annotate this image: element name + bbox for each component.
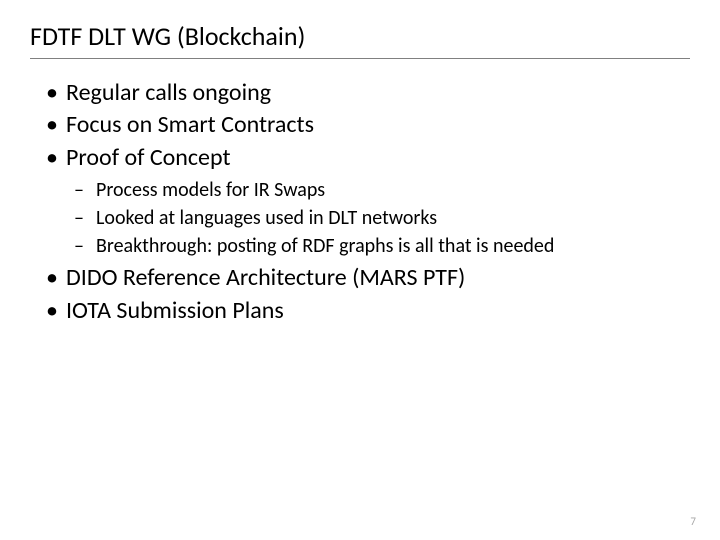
bullet-item: DIDO Reference Architecture (MARS PTF) — [38, 262, 690, 294]
slide-content: Regular calls ongoing Focus on Smart Con… — [30, 77, 690, 327]
sub-item: Breakthrough: posting of RDF graphs is a… — [38, 232, 690, 260]
slide-container: FDTF DLT WG (Blockchain) Regular calls o… — [0, 0, 720, 540]
sub-item: Looked at languages used in DLT networks — [38, 204, 690, 232]
bullet-list: Regular calls ongoing Focus on Smart Con… — [38, 77, 690, 327]
sub-list: Process models for IR Swaps Looked at la… — [38, 176, 690, 260]
bullet-item: Regular calls ongoing — [38, 77, 690, 109]
bullet-item: Focus on Smart Contracts — [38, 109, 690, 141]
slide-title: FDTF DLT WG (Blockchain) — [30, 20, 690, 59]
sub-item: Process models for IR Swaps — [38, 176, 690, 204]
bullet-item: Proof of Concept — [38, 142, 690, 174]
page-number: 7 — [690, 515, 696, 528]
bullet-item: IOTA Submission Plans — [38, 295, 690, 327]
